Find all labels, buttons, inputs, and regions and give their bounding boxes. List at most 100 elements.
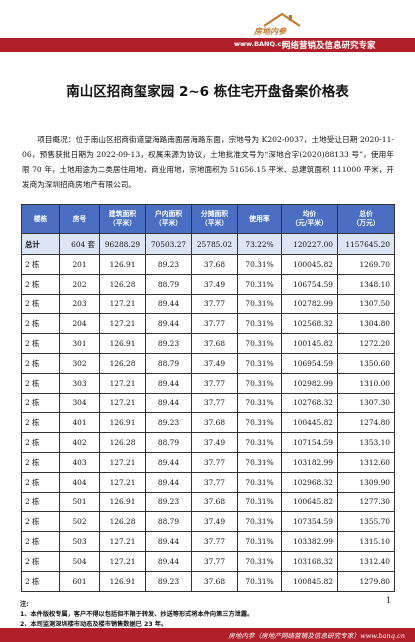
table-cell: 89.44 — [145, 313, 192, 335]
table-cell: 127.21 — [99, 550, 146, 572]
table-cell: 501 — [59, 491, 100, 513]
table-cell: 1353.10 — [337, 432, 395, 453]
note-item: 2、本司监测深圳楼市动态及楼市销售数据已 23 年。 — [20, 621, 168, 628]
footer-bar: 房地内参（房地产网络营销及信息研究专家）www.banq.cn — [0, 628, 415, 642]
price-table: 楼栋 房号 建筑面积 （平米） 户内面积 （平米） 分摊面积 （平米） 使用率 均价 （元/… — [21, 204, 395, 592]
house-icon — [263, 12, 301, 27]
table-cell: 502 — [59, 511, 100, 533]
table-cell: 127.21 — [99, 451, 146, 473]
brand-slogan: 网络营销及信息研究专家 — [282, 41, 376, 51]
table-cell: 126.91 — [99, 254, 146, 275]
column-header: 房号 — [59, 204, 100, 234]
table-cell: 102782.99 — [281, 293, 338, 315]
table-cell: 204 — [59, 313, 100, 335]
table-cell: 37.77 — [191, 313, 238, 335]
table-cell: 102968.32 — [281, 471, 338, 493]
table-cell: 37.68 — [191, 254, 238, 275]
table-cell: 103168.32 — [281, 550, 338, 572]
table-row: 2 栋 401 126.91 89.23 37.68 70.31% 100445.82 127… — [21, 412, 395, 434]
note-item: 1、本件版权专属，客户不得以包括但不限于转发、抄送等形式将本件向第三方泄露。 — [20, 611, 254, 618]
table-row: 2 栋 502 126.28 88.79 37.49 70.31% 107354.59 135… — [21, 511, 395, 533]
column-header: 楼栋 — [21, 204, 60, 234]
table-cell: 1277.30 — [337, 491, 395, 513]
table-cell: 88.79 — [145, 511, 192, 533]
table-cell: 503 — [59, 531, 100, 552]
table-cell: 89.23 — [145, 333, 192, 354]
column-header: 总价 （万元） — [337, 204, 395, 234]
table-cell: 504 — [59, 550, 100, 572]
table-cell: 70.31% — [237, 333, 282, 354]
table-cell: 126.91 — [99, 333, 146, 354]
table-cell: 70.31% — [237, 432, 282, 453]
table-row: 2 栋 601 126.91 89.23 37.68 70.31% 100845.82 127… — [21, 570, 395, 592]
table-cell: 127.21 — [99, 293, 146, 315]
table-cell: 1272.20 — [337, 333, 395, 354]
table-row: 2 栋 503 127.21 89.44 37.77 70.31% 103382.99 131… — [21, 531, 395, 552]
column-header: 分摊面积 （平米） — [191, 204, 238, 234]
table-cell: 89.23 — [145, 491, 192, 513]
table-cell: 37.49 — [191, 352, 238, 374]
page-number: 1 — [386, 596, 392, 605]
page-header: 房地内参 www.BANQ.cn 网络营销及信息研究专家 — [0, 0, 415, 62]
table-cell: 37.68 — [191, 570, 238, 592]
table-cell: 89.23 — [145, 254, 192, 275]
table-cell: 126.28 — [99, 273, 146, 295]
column-header: 均价 （元/平米） — [281, 204, 338, 234]
table-cell: 301 — [59, 333, 100, 354]
table-row: 2 栋 501 126.91 89.23 37.68 70.31% 100645.82 127… — [21, 491, 395, 513]
table-cell: 2 栋 — [21, 273, 60, 295]
table-cell: 1355.70 — [337, 511, 395, 533]
table-cell: 126.91 — [99, 570, 146, 592]
table-cell: 1304.80 — [337, 313, 395, 335]
table-cell: 89.23 — [145, 570, 192, 592]
table-cell: 2 栋 — [21, 313, 60, 335]
table-cell: 88.79 — [145, 352, 192, 374]
table-cell: 89.44 — [145, 392, 192, 414]
table-cell: 2 栋 — [21, 550, 60, 572]
table-cell: 1307.30 — [337, 392, 395, 414]
table-cell: 70.31% — [237, 254, 282, 275]
table-cell: 1312.60 — [337, 451, 395, 473]
table-row: 2 栋 202 126.28 88.79 37.49 70.31% 106754.59 134… — [21, 273, 395, 295]
table-cell: 37.49 — [191, 432, 238, 453]
table-cell: 37.49 — [191, 511, 238, 533]
table-cell: 88.79 — [145, 432, 192, 453]
table-cell: 1350.60 — [337, 352, 395, 374]
table-cell: 107154.59 — [281, 432, 338, 453]
table-row: 2 栋 402 126.28 88.79 37.49 70.31% 107154.59 135… — [21, 432, 395, 453]
table-cell: 100145.82 — [281, 333, 338, 354]
page-title: 南山区招商玺家园 2~6 栋住宅开盘备案价格表 — [66, 84, 349, 100]
table-cell: 126.91 — [99, 412, 146, 434]
table-cell: 103382.99 — [281, 531, 338, 552]
table-cell: 2 栋 — [21, 293, 60, 315]
notes: 注: 1、本件版权专属，客户不得以包括但不限于转发、抄送等形式将本件向第三方泄露… — [20, 600, 253, 630]
table-cell: 126.28 — [99, 511, 146, 533]
table-cell: 2 栋 — [21, 451, 60, 473]
table-cell: 2 栋 — [21, 412, 60, 434]
total-cell: 25785.02 — [191, 233, 238, 255]
table-cell: 1279.80 — [337, 570, 395, 592]
table-cell: 70.31% — [237, 491, 282, 513]
table-row: 2 栋 403 127.21 89.44 37.77 70.31% 103182.99 131… — [21, 451, 395, 473]
table-cell: 127.21 — [99, 531, 146, 552]
table-cell: 1310.00 — [337, 372, 395, 394]
table-cell: 89.44 — [145, 550, 192, 572]
table-cell: 89.44 — [145, 531, 192, 552]
table-row: 2 栋 302 126.28 88.79 37.49 70.31% 106954.59 135… — [21, 352, 395, 374]
table-cell: 102982.99 — [281, 372, 338, 394]
table-cell: 37.77 — [191, 392, 238, 414]
table-cell: 1315.10 — [337, 531, 395, 552]
table-cell: 89.44 — [145, 372, 192, 394]
table-cell: 303 — [59, 372, 100, 394]
table-cell: 37.77 — [191, 531, 238, 552]
column-header: 建筑面积 （平米） — [99, 204, 146, 234]
table-cell: 37.68 — [191, 412, 238, 434]
project-overview: 项目概况：位于南山区招商街道望海路南面居海路东面，宗地号为 K202-0037，… — [22, 134, 394, 189]
table-cell: 89.44 — [145, 471, 192, 493]
footer-text: 房地内参（房地产网络营销及信息研究专家）www.banq.cn — [228, 632, 405, 640]
table-cell: 1348.10 — [337, 273, 395, 295]
table-cell: 2 栋 — [21, 392, 60, 414]
table-cell: 102768.32 — [281, 392, 338, 414]
table-cell: 37.49 — [191, 273, 238, 295]
table-cell: 1274.80 — [337, 412, 395, 434]
